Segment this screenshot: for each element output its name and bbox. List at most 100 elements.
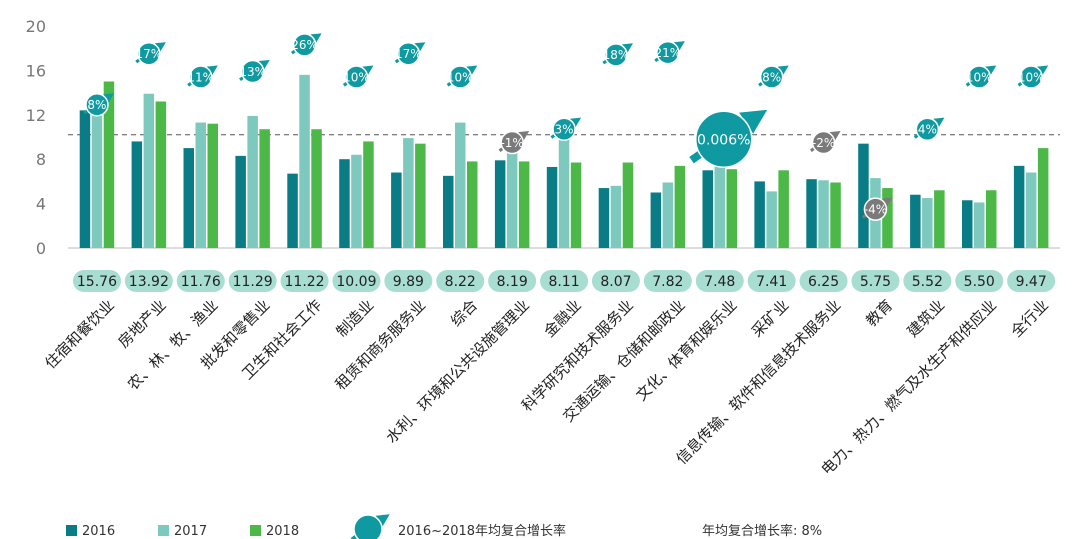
bar-2016 (235, 155, 246, 248)
growth-badge: 18% (602, 43, 633, 67)
bar-2016 (962, 200, 973, 248)
category-label: 金融业 (540, 296, 585, 341)
pill-bg (228, 270, 277, 292)
growth-badge: 21% (654, 40, 685, 65)
value-pill: 11.76 (176, 270, 225, 292)
arrow-icon (518, 131, 530, 141)
value-pill: 7.82 (643, 270, 692, 292)
bar-2016 (79, 110, 91, 248)
badge-label: 26% (291, 38, 318, 52)
pill-value: 8.22 (445, 274, 476, 290)
bar-2017 (766, 191, 777, 248)
category-label: 教育 (862, 296, 896, 330)
pill-value: 13.92 (129, 274, 169, 290)
pill-value: 8.11 (548, 274, 579, 290)
arrow-icon (933, 117, 945, 128)
value-pill: 9.47 (1007, 270, 1056, 292)
badge-label: 10% (343, 70, 370, 84)
pill-value: 9.89 (393, 274, 424, 290)
bar-2016 (858, 143, 869, 248)
badge-label: 0.006% (697, 132, 750, 148)
badge-circle (552, 117, 576, 141)
bar-2018 (934, 190, 945, 248)
arrow-icon (622, 43, 633, 53)
value-pill: 5.75 (851, 270, 900, 292)
pill-bg (436, 270, 485, 292)
value-pill: 5.50 (955, 270, 1004, 292)
bar-2017 (195, 122, 206, 248)
pill-value: 5.50 (964, 274, 995, 290)
y-tick-label: 4 (36, 195, 46, 214)
value-pill: 11.22 (280, 270, 329, 292)
value-pill: 15.76 (72, 270, 121, 292)
category-label: 租赁和商务服务业 (332, 296, 430, 394)
value-pill: 9.89 (384, 270, 433, 292)
bar-2017 (91, 113, 103, 248)
legend-swatch (158, 525, 169, 536)
badge-circle (604, 43, 628, 67)
bar-2018 (467, 161, 478, 248)
bar-2016 (339, 159, 350, 248)
badge-circle (967, 65, 991, 89)
pill-value: 5.52 (912, 274, 943, 290)
bar-2018 (882, 188, 893, 248)
growth-badge: 11% (187, 65, 218, 89)
pill-value: 9.47 (1016, 274, 1047, 290)
legend-label: 2016 (82, 524, 115, 539)
bar-2016 (806, 179, 817, 248)
badge-circle (353, 514, 383, 539)
badge-circle (85, 93, 109, 117)
pill-bg (955, 270, 1004, 292)
bar-2016 (391, 172, 402, 248)
badge-label: 18% (603, 48, 630, 62)
badge-circle (500, 130, 524, 155)
category-label: 综合 (447, 296, 481, 330)
bar-2017 (922, 198, 933, 248)
pill-value: 7.82 (652, 274, 683, 290)
bars (79, 74, 1049, 249)
category-label: 采矿业 (748, 296, 793, 341)
badge-label: 10% (447, 70, 474, 84)
pill-value: 7.41 (756, 274, 787, 290)
pill-bg (903, 270, 952, 292)
legend-note: 2016~2018年均复合增长率 (398, 523, 566, 539)
bar-2017 (662, 182, 674, 248)
bar-2016 (494, 160, 506, 248)
bar-2016 (287, 173, 298, 248)
pill-bg (643, 270, 692, 292)
pill-bg (176, 270, 225, 292)
pill-value: 11.76 (181, 274, 221, 290)
pill-value: 5.75 (860, 274, 891, 290)
arrow-icon (258, 59, 270, 70)
bar-2018 (830, 182, 841, 248)
arrow-icon (375, 514, 390, 527)
bar-2017 (247, 115, 258, 248)
value-pill: 10.09 (332, 270, 381, 292)
bar-2018 (778, 170, 789, 248)
growth-badges: 8% 17% 11% 13% 26% 10% 17% 10% -1% 3% 18% 21% 0.006%… (83, 33, 1049, 221)
pill-bg (1007, 270, 1056, 292)
badge-label: 13% (239, 65, 266, 79)
bar-2018 (103, 81, 115, 248)
pill-value: 15.76 (77, 274, 117, 290)
bar-2017 (403, 138, 414, 248)
badge-circle (344, 65, 369, 89)
badge-label: 17% (395, 47, 422, 61)
y-tick-label: 12 (26, 106, 46, 125)
badge-circle (240, 59, 265, 84)
bar-2016 (598, 188, 610, 248)
bar-2018 (155, 101, 167, 248)
bar-2016 (650, 192, 662, 248)
category-label: 农、林、牧、渔业 (124, 296, 222, 394)
growth-badge: -2% (810, 130, 841, 155)
badge-circle (189, 65, 213, 89)
badge-circle (863, 197, 888, 221)
value-pill: 8.22 (436, 270, 485, 292)
arrow-icon (103, 93, 114, 103)
badge-label: 10% (1018, 70, 1045, 84)
pill-bg (72, 270, 121, 292)
pill-bg (488, 270, 537, 292)
badge-label: -2% (812, 136, 835, 150)
